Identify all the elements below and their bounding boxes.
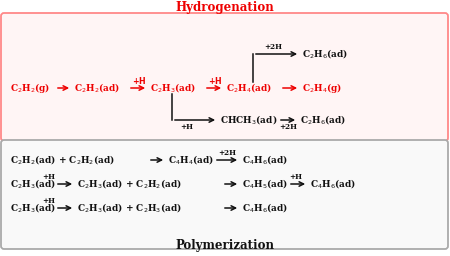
Text: +H: +H xyxy=(289,173,302,181)
Text: $\mathbf{+H}$: $\mathbf{+H}$ xyxy=(132,74,146,86)
Text: C$_2$H$_4$(g): C$_2$H$_4$(g) xyxy=(302,81,342,95)
Text: $\mathbf{+H}$: $\mathbf{+H}$ xyxy=(208,74,222,86)
Text: C$_2$H$_6$(ad): C$_2$H$_6$(ad) xyxy=(302,48,348,60)
Text: C$_4$H$_6$(ad): C$_4$H$_6$(ad) xyxy=(242,154,288,166)
Text: C$_2$H$_4$(ad): C$_2$H$_4$(ad) xyxy=(226,81,272,94)
FancyBboxPatch shape xyxy=(1,13,448,141)
Text: C$_2$H$_2$(g): C$_2$H$_2$(g) xyxy=(10,81,50,95)
Text: C$_4$H$_5$(ad): C$_4$H$_5$(ad) xyxy=(242,177,288,190)
Text: C$_4$H$_4$(ad): C$_4$H$_4$(ad) xyxy=(168,154,214,166)
Text: C$_4$H$_6$(ad): C$_4$H$_6$(ad) xyxy=(242,201,288,215)
Text: C$_2$H$_2$(ad) + C$_2$H$_2$(ad): C$_2$H$_2$(ad) + C$_2$H$_2$(ad) xyxy=(10,154,115,166)
Text: +2H: +2H xyxy=(264,43,282,51)
Text: C$_4$H$_6$(ad): C$_4$H$_6$(ad) xyxy=(310,177,356,190)
Text: C$_2$H$_2$(ad): C$_2$H$_2$(ad) xyxy=(74,81,120,94)
Text: CHCH$_3$(ad): CHCH$_3$(ad) xyxy=(220,113,278,126)
Text: +H: +H xyxy=(42,197,55,205)
Text: C$_2$H$_3$(ad): C$_2$H$_3$(ad) xyxy=(10,177,56,190)
Text: Hydrogenation: Hydrogenation xyxy=(176,1,274,14)
Text: C$_2$H$_3$(ad): C$_2$H$_3$(ad) xyxy=(150,81,196,94)
Text: +2H: +2H xyxy=(279,123,297,131)
Text: C$_2$H$_3$(ad) + C$_2$H$_2$(ad): C$_2$H$_3$(ad) + C$_2$H$_2$(ad) xyxy=(77,177,182,190)
Text: C$_2$H$_3$(ad) + C$_2$H$_3$(ad): C$_2$H$_3$(ad) + C$_2$H$_3$(ad) xyxy=(77,201,182,215)
Text: +H: +H xyxy=(42,173,55,181)
Text: C$_2$H$_3$(ad): C$_2$H$_3$(ad) xyxy=(10,201,56,215)
Text: +2H: +2H xyxy=(218,149,236,157)
FancyBboxPatch shape xyxy=(1,140,448,249)
Text: Polymerization: Polymerization xyxy=(176,239,274,252)
Text: +H: +H xyxy=(180,123,193,131)
Text: C$_2$H$_6$(ad): C$_2$H$_6$(ad) xyxy=(300,113,346,126)
